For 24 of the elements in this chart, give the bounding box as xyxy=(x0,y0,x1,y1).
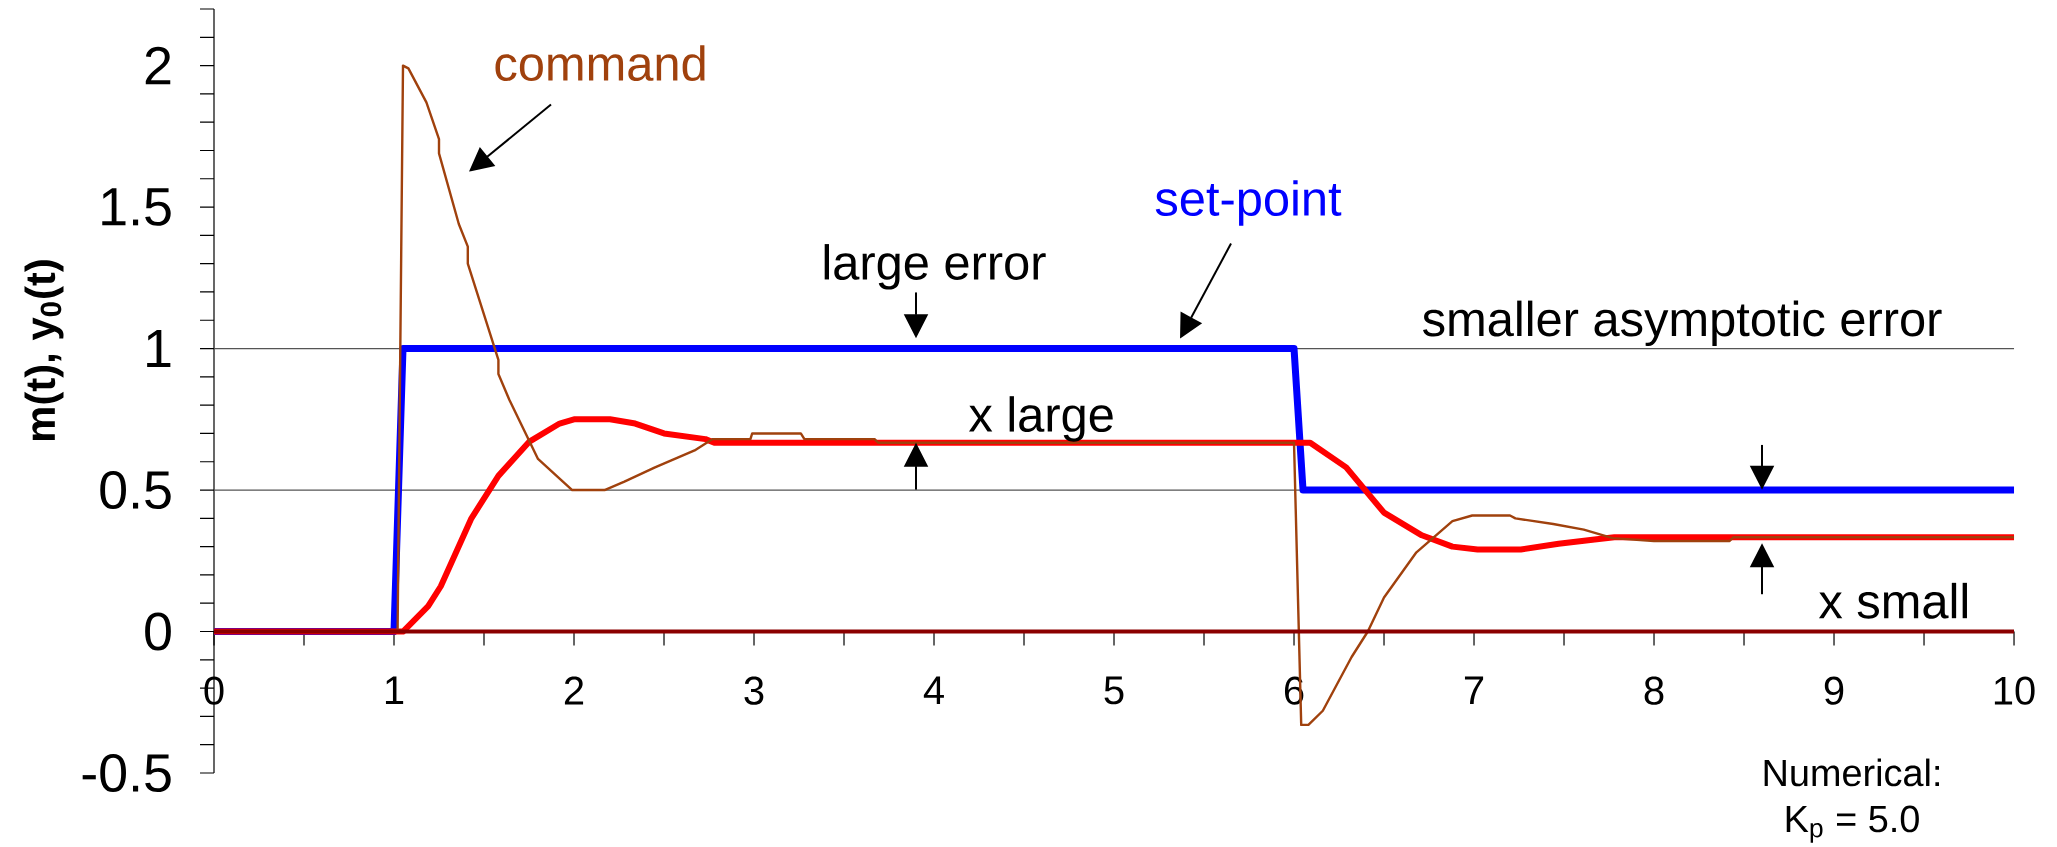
x-tick-label: 10 xyxy=(1994,676,2035,705)
y-tick-label: 1.5 xyxy=(102,188,171,226)
annotation: x small xyxy=(1818,582,1967,619)
text: K$_{p}$ = 5.0 xyxy=(1786,805,1919,843)
y-axis-title: m(t), y$_{0}$(t) xyxy=(24,260,64,441)
x-tick-label: 2 xyxy=(564,676,584,705)
x-tick-label: 9 xyxy=(1824,676,1844,705)
x-tick-label: 4 xyxy=(923,676,944,704)
y-tick-label: 0 xyxy=(145,612,171,651)
y-tick-label: -0.5 xyxy=(82,753,171,793)
x-tick-label: 3 xyxy=(744,676,764,705)
y-tick-label: 1 xyxy=(147,330,171,368)
x-tick-label: 5 xyxy=(1104,676,1124,705)
annotation: large error xyxy=(824,244,1046,290)
annotation: x large xyxy=(968,396,1113,442)
y-tick-label: 2 xyxy=(145,46,171,85)
series-label: command xyxy=(495,45,705,82)
annotation: Numerical: xyxy=(1764,758,1939,787)
x-tick-label: 1 xyxy=(385,676,404,704)
x-tick-label: 7 xyxy=(1464,676,1484,704)
x-tick-label: 8 xyxy=(1644,676,1664,705)
y-tick-label: 0.5 xyxy=(100,470,171,510)
annotation: smaller asymptotic error xyxy=(1423,300,1942,347)
text: set-point xyxy=(1155,180,1342,226)
